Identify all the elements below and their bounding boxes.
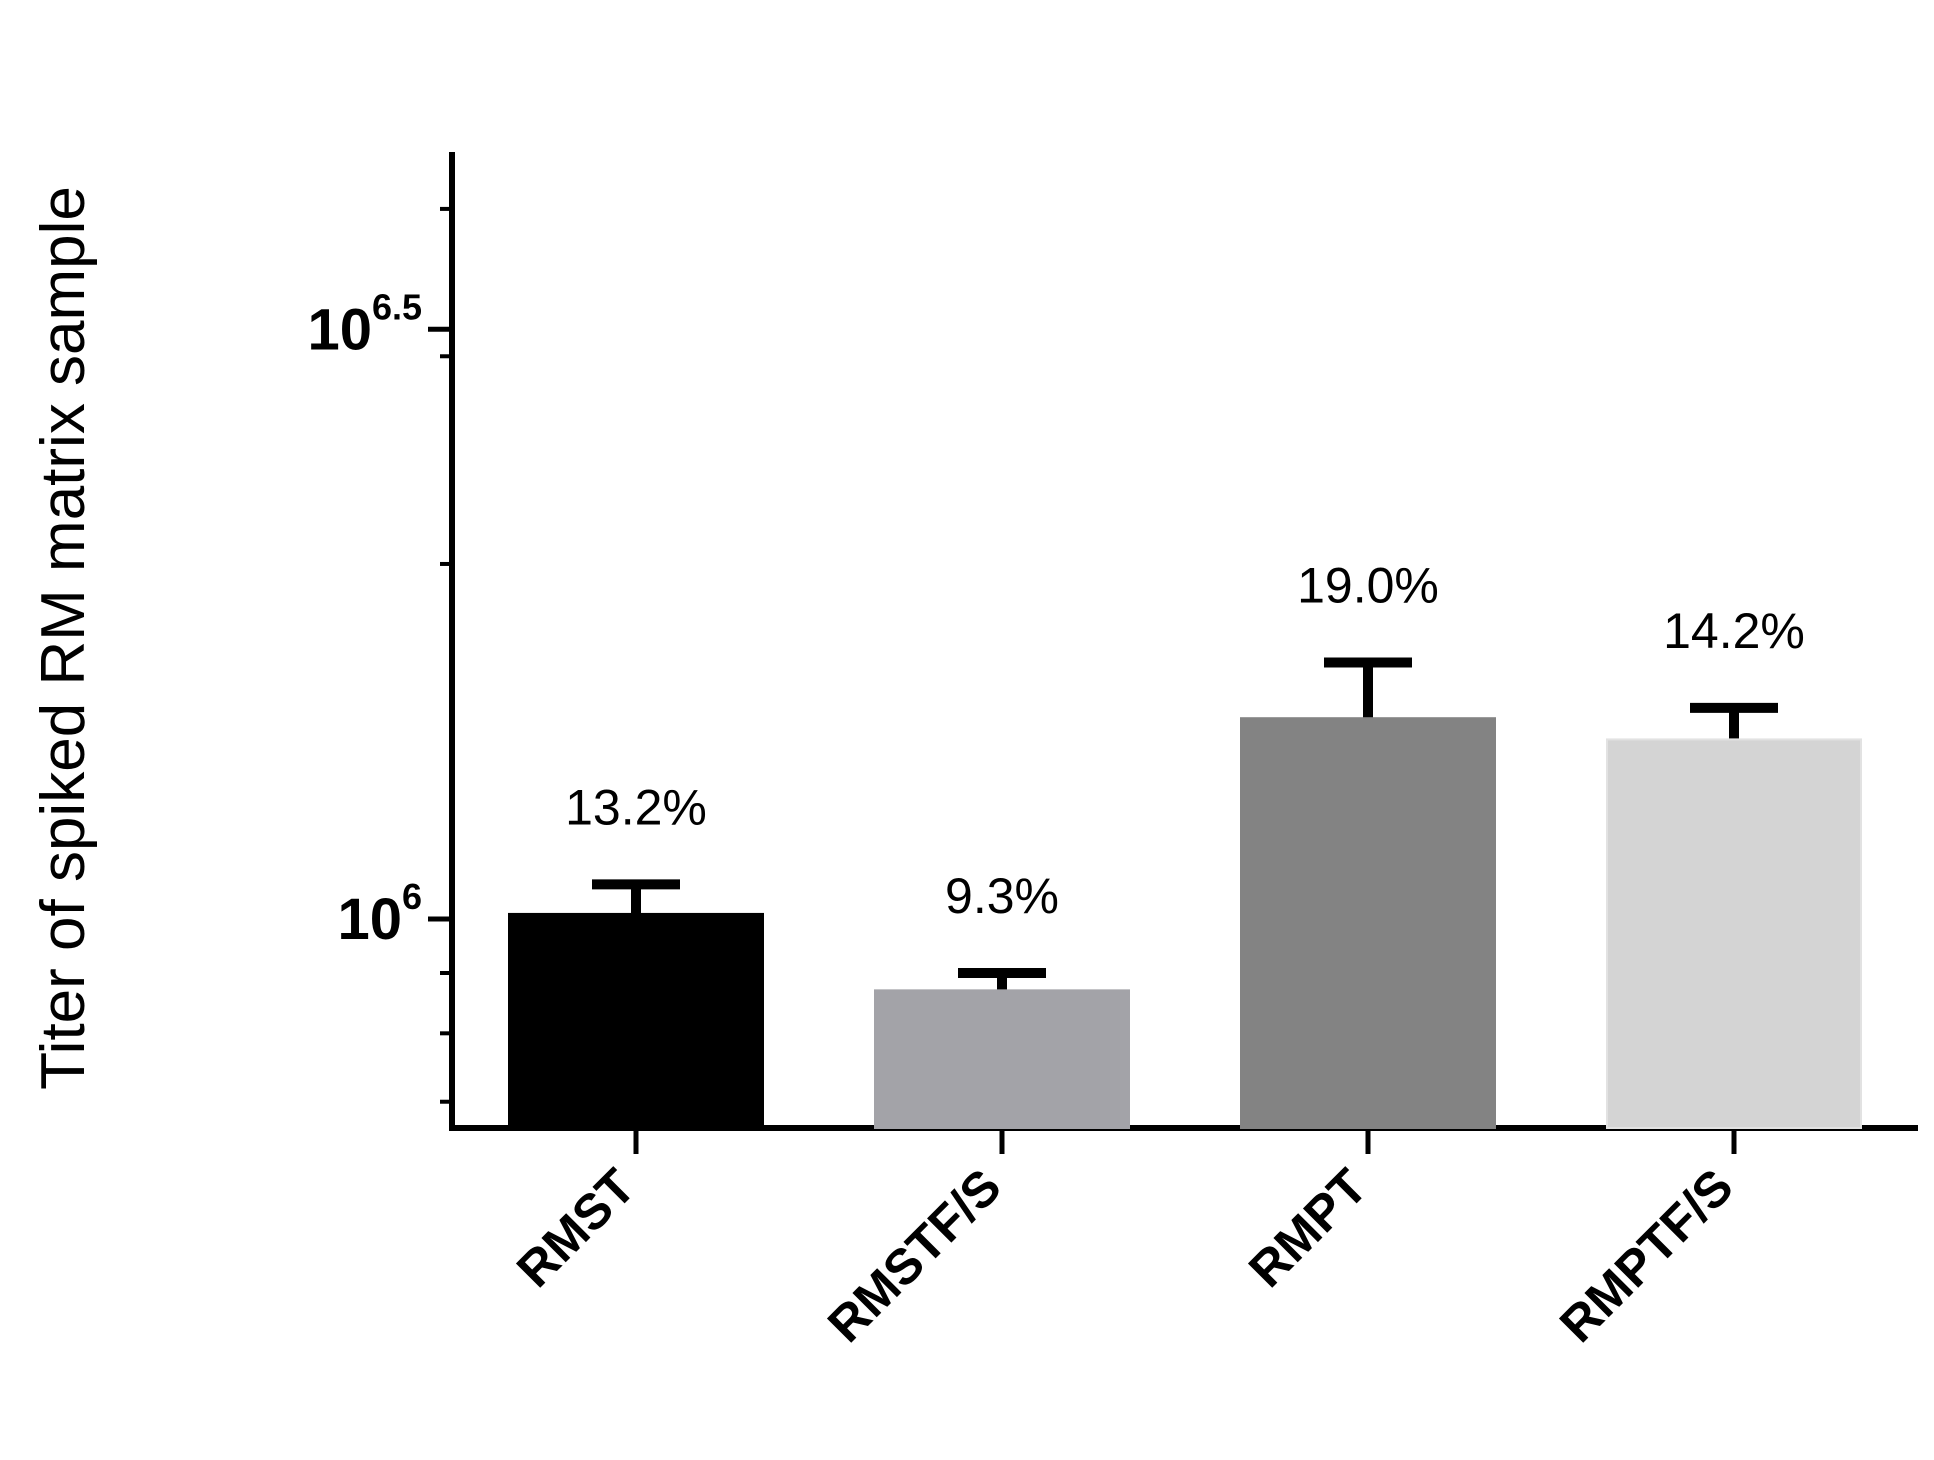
y-tick-exponent: 6.5 — [372, 286, 422, 327]
bar — [1240, 717, 1496, 1129]
data-label: 14.2% — [1663, 603, 1805, 659]
bar — [508, 912, 764, 1129]
y-tick-label: 106.5 — [307, 286, 422, 362]
bar — [1606, 738, 1862, 1130]
category-label: RMST — [506, 1158, 646, 1298]
y-tick-base: 10 — [307, 297, 372, 362]
y-tick-base: 10 — [337, 887, 402, 952]
y-tick-label: 106 — [337, 876, 422, 952]
data-label: 13.2% — [565, 779, 707, 835]
category-label: RMSTF/S — [817, 1158, 1012, 1353]
data-label: 19.0% — [1297, 558, 1439, 614]
data-label: 9.3% — [945, 868, 1059, 924]
category-label: RMPTF/S — [1549, 1158, 1744, 1353]
y-axis-label: Titer of spiked RM matrix sample — [29, 186, 98, 1090]
category-label: RMPT — [1238, 1158, 1378, 1298]
bar — [874, 989, 1130, 1129]
y-tick-exponent: 6 — [402, 876, 422, 917]
